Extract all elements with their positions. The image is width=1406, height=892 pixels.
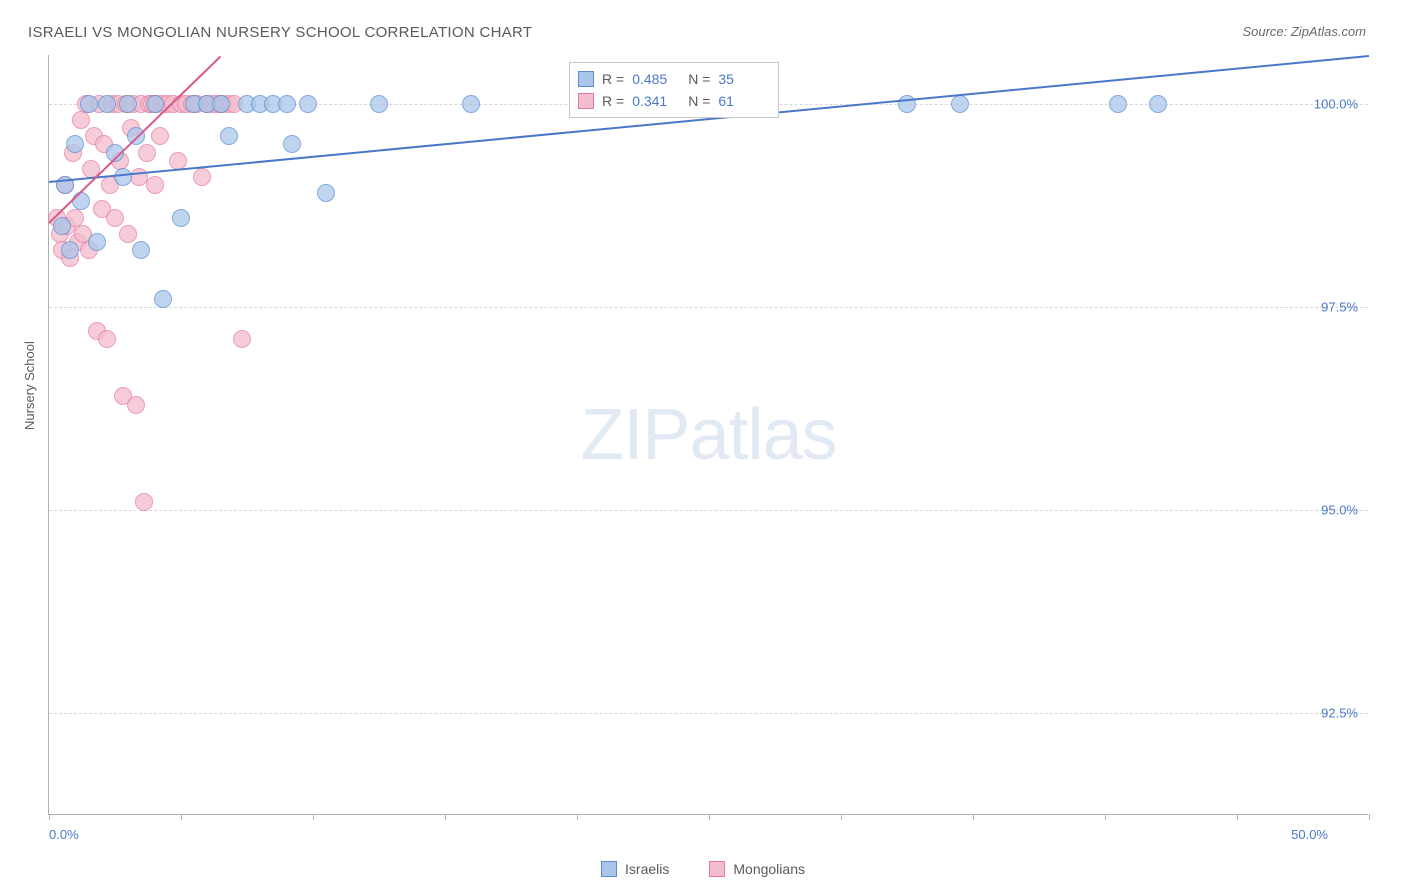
x-tick-mark bbox=[841, 814, 842, 820]
data-point bbox=[172, 209, 190, 227]
x-tick-mark bbox=[577, 814, 578, 820]
data-point bbox=[72, 111, 90, 129]
stats-row: R = 0.341 N = 61 bbox=[578, 90, 766, 112]
data-point bbox=[370, 95, 388, 113]
data-point bbox=[119, 95, 137, 113]
data-point bbox=[132, 241, 150, 259]
y-tick-label: 92.5% bbox=[1321, 706, 1358, 721]
legend-swatch-icon bbox=[709, 861, 725, 877]
data-point bbox=[151, 127, 169, 145]
legend-item-mongolians: Mongolians bbox=[709, 861, 805, 877]
data-point bbox=[53, 217, 71, 235]
stats-swatch-icon bbox=[578, 71, 594, 87]
legend: Israelis Mongolians bbox=[601, 861, 805, 877]
legend-item-israelis: Israelis bbox=[601, 861, 669, 877]
x-tick-mark bbox=[1237, 814, 1238, 820]
data-point bbox=[278, 95, 296, 113]
data-point bbox=[1109, 95, 1127, 113]
x-tick-mark bbox=[181, 814, 182, 820]
data-point bbox=[119, 225, 137, 243]
watermark: ZIPatlas bbox=[580, 394, 836, 476]
scatter-plot-area: ZIPatlas 92.5%95.0%97.5%100.0%0.0%50.0%R… bbox=[48, 55, 1368, 815]
legend-swatch-icon bbox=[601, 861, 617, 877]
data-point bbox=[98, 330, 116, 348]
x-tick-mark bbox=[709, 814, 710, 820]
stats-n-label: N = bbox=[688, 90, 710, 112]
data-point bbox=[154, 290, 172, 308]
data-point bbox=[317, 184, 335, 202]
stats-r-label: R = bbox=[602, 90, 624, 112]
stats-r-value: 0.341 bbox=[632, 90, 680, 112]
stats-r-value: 0.485 bbox=[632, 68, 680, 90]
x-tick-mark bbox=[313, 814, 314, 820]
chart-title: ISRAELI VS MONGOLIAN NURSERY SCHOOL CORR… bbox=[28, 24, 532, 41]
stats-box: R = 0.485 N = 35 R = 0.341 N = 61 bbox=[569, 62, 779, 118]
x-tick-mark bbox=[1369, 814, 1370, 820]
data-point bbox=[146, 176, 164, 194]
legend-label: Mongolians bbox=[733, 861, 805, 877]
x-tick-mark bbox=[49, 814, 50, 820]
data-point bbox=[106, 209, 124, 227]
stats-row: R = 0.485 N = 35 bbox=[578, 68, 766, 90]
stats-n-value: 35 bbox=[718, 68, 766, 90]
y-tick-label: 97.5% bbox=[1321, 299, 1358, 314]
data-point bbox=[1149, 95, 1167, 113]
y-tick-label: 95.0% bbox=[1321, 503, 1358, 518]
data-point bbox=[220, 127, 238, 145]
x-tick-mark bbox=[445, 814, 446, 820]
data-point bbox=[66, 135, 84, 153]
data-point bbox=[283, 135, 301, 153]
data-point bbox=[146, 95, 164, 113]
y-axis-label: Nursery School bbox=[22, 341, 37, 430]
data-point bbox=[951, 95, 969, 113]
data-point bbox=[212, 95, 230, 113]
data-point bbox=[193, 168, 211, 186]
x-tick-label: 0.0% bbox=[49, 827, 79, 842]
stats-swatch-icon bbox=[578, 93, 594, 109]
x-tick-label: 50.0% bbox=[1291, 827, 1328, 842]
data-point bbox=[88, 233, 106, 251]
data-point bbox=[233, 330, 251, 348]
x-tick-mark bbox=[1105, 814, 1106, 820]
gridline bbox=[49, 307, 1368, 308]
x-tick-mark bbox=[973, 814, 974, 820]
stats-r-label: R = bbox=[602, 68, 624, 90]
stats-n-value: 61 bbox=[718, 90, 766, 112]
source-attribution: Source: ZipAtlas.com bbox=[1242, 24, 1366, 39]
data-point bbox=[299, 95, 317, 113]
data-point bbox=[114, 168, 132, 186]
data-point bbox=[127, 396, 145, 414]
data-point bbox=[72, 192, 90, 210]
data-point bbox=[135, 493, 153, 511]
legend-label: Israelis bbox=[625, 861, 669, 877]
y-tick-label: 100.0% bbox=[1314, 96, 1358, 111]
data-point bbox=[98, 95, 116, 113]
data-point bbox=[138, 144, 156, 162]
gridline bbox=[49, 713, 1368, 714]
gridline bbox=[49, 510, 1368, 511]
data-point bbox=[80, 95, 98, 113]
data-point bbox=[61, 241, 79, 259]
stats-n-label: N = bbox=[688, 68, 710, 90]
data-point bbox=[462, 95, 480, 113]
